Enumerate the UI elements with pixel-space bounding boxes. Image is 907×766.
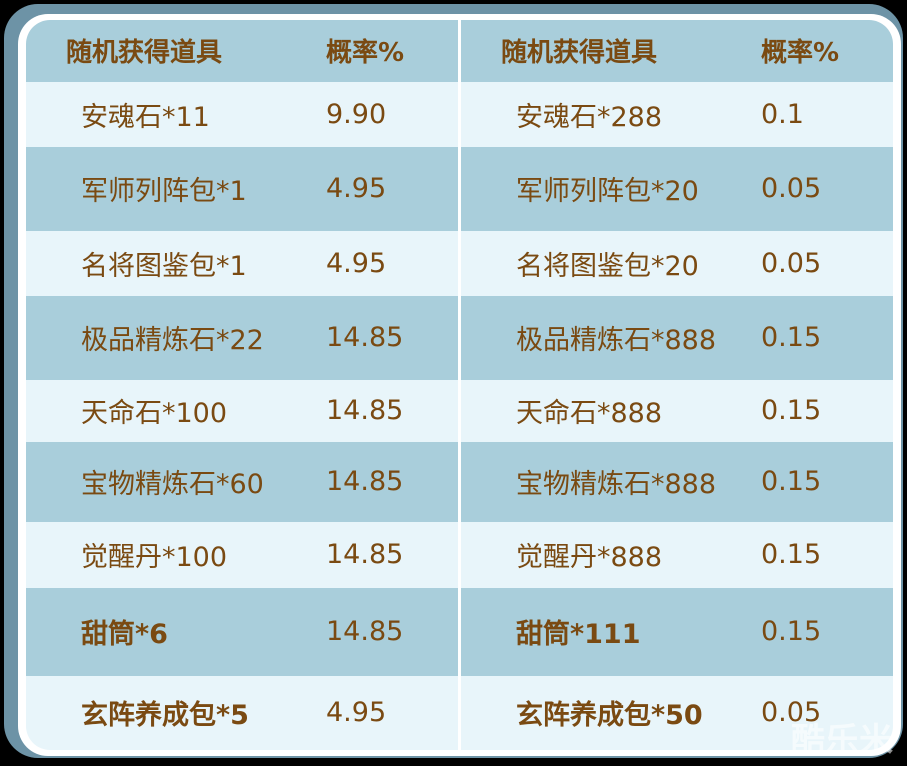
item-name: 宝物精炼石*888 <box>516 469 717 501</box>
item-rate: 4.95 <box>326 247 387 279</box>
item-rate: 14.85 <box>326 539 404 571</box>
item-name: 极品精炼石*22 <box>81 325 264 357</box>
item-rate: 0.05 <box>761 173 822 205</box>
item-rate: 14.85 <box>326 395 404 427</box>
probability-table: 随机获得道具 概率% 安魂石*11 9.90 军师列阵包*1 4.95 名将图鉴包*1 4.9… <box>26 20 893 750</box>
item-rate: 0.15 <box>761 395 822 427</box>
item-name: 甜筒*6 <box>81 619 168 651</box>
table-row: 名将图鉴包*1 4.95 <box>26 230 458 297</box>
table-row: 安魂石*11 9.90 <box>26 81 458 148</box>
item-rate: 14.85 <box>326 322 404 354</box>
table-header-row: 随机获得道具 概率% <box>26 20 458 82</box>
item-name: 军师列阵包*20 <box>516 176 699 208</box>
item-name: 觉醒丹*100 <box>81 542 228 574</box>
item-rate: 14.85 <box>326 616 404 648</box>
table-right-half: 随机获得道具 概率% 安魂石*288 0.1 军师列阵包*20 0.05 名将图鉴包*20 0… <box>461 20 893 750</box>
item-name: 天命石*888 <box>516 398 663 430</box>
table-row: 玄阵养成包*5 4.95 <box>26 675 458 750</box>
item-name: 甜筒*111 <box>516 619 641 651</box>
item-rate: 0.15 <box>761 466 822 498</box>
table-row: 觉醒丹*888 0.15 <box>461 521 893 589</box>
item-name: 极品精炼石*888 <box>516 325 717 357</box>
item-rate: 0.15 <box>761 322 822 354</box>
table-row: 甜筒*111 0.15 <box>461 588 893 676</box>
item-rate: 4.95 <box>326 697 387 729</box>
table-row: 安魂石*288 0.1 <box>461 81 893 148</box>
item-rate: 0.15 <box>761 616 822 648</box>
table-row: 天命石*888 0.15 <box>461 379 893 443</box>
item-rate: 0.1 <box>761 98 804 130</box>
header-item: 随机获得道具 <box>501 38 658 69</box>
table-left-half: 随机获得道具 概率% 安魂石*11 9.90 军师列阵包*1 4.95 名将图鉴包*1 4.9… <box>26 20 458 750</box>
table-row: 名将图鉴包*20 0.05 <box>461 230 893 297</box>
table-frame: 随机获得道具 概率% 安魂石*11 9.90 军师列阵包*1 4.95 名将图鉴包*1 4.9… <box>4 4 903 758</box>
table-row: 军师列阵包*1 4.95 <box>26 147 458 231</box>
item-rate: 4.95 <box>326 173 387 205</box>
item-rate: 14.85 <box>326 466 404 498</box>
table-row: 宝物精炼石*60 14.85 <box>26 442 458 522</box>
item-rate: 0.05 <box>761 697 822 729</box>
item-name: 天命石*100 <box>81 398 228 430</box>
header-rate: 概率% <box>761 38 840 69</box>
header-rate: 概率% <box>326 38 405 69</box>
table-row: 觉醒丹*100 14.85 <box>26 521 458 589</box>
watermark: 酷乐米 <box>791 721 893 761</box>
table-header-row: 随机获得道具 概率% <box>461 20 893 82</box>
item-name: 军师列阵包*1 <box>81 176 247 208</box>
item-name: 安魂石*288 <box>516 101 663 133</box>
table-row: 军师列阵包*20 0.05 <box>461 147 893 231</box>
item-rate: 0.05 <box>761 247 822 279</box>
table-row: 天命石*100 14.85 <box>26 379 458 443</box>
table-row: 玄阵养成包*50 0.05 <box>461 675 893 750</box>
item-name: 玄阵养成包*5 <box>81 700 249 732</box>
table-inner: 随机获得道具 概率% 安魂石*11 9.90 军师列阵包*1 4.95 名将图鉴包*1 4.9… <box>18 14 901 756</box>
item-rate: 0.15 <box>761 539 822 571</box>
item-name: 玄阵养成包*50 <box>516 700 703 732</box>
item-rate: 9.90 <box>326 98 387 130</box>
table-row: 极品精炼石*22 14.85 <box>26 296 458 380</box>
item-name: 名将图鉴包*20 <box>516 250 699 282</box>
item-name: 觉醒丹*888 <box>516 542 663 574</box>
header-item: 随机获得道具 <box>66 38 223 69</box>
table-row: 甜筒*6 14.85 <box>26 588 458 676</box>
item-name: 宝物精炼石*60 <box>81 469 264 501</box>
item-name: 名将图鉴包*1 <box>81 250 247 282</box>
table-row: 宝物精炼石*888 0.15 <box>461 442 893 522</box>
item-name: 安魂石*11 <box>81 101 210 133</box>
table-row: 极品精炼石*888 0.15 <box>461 296 893 380</box>
